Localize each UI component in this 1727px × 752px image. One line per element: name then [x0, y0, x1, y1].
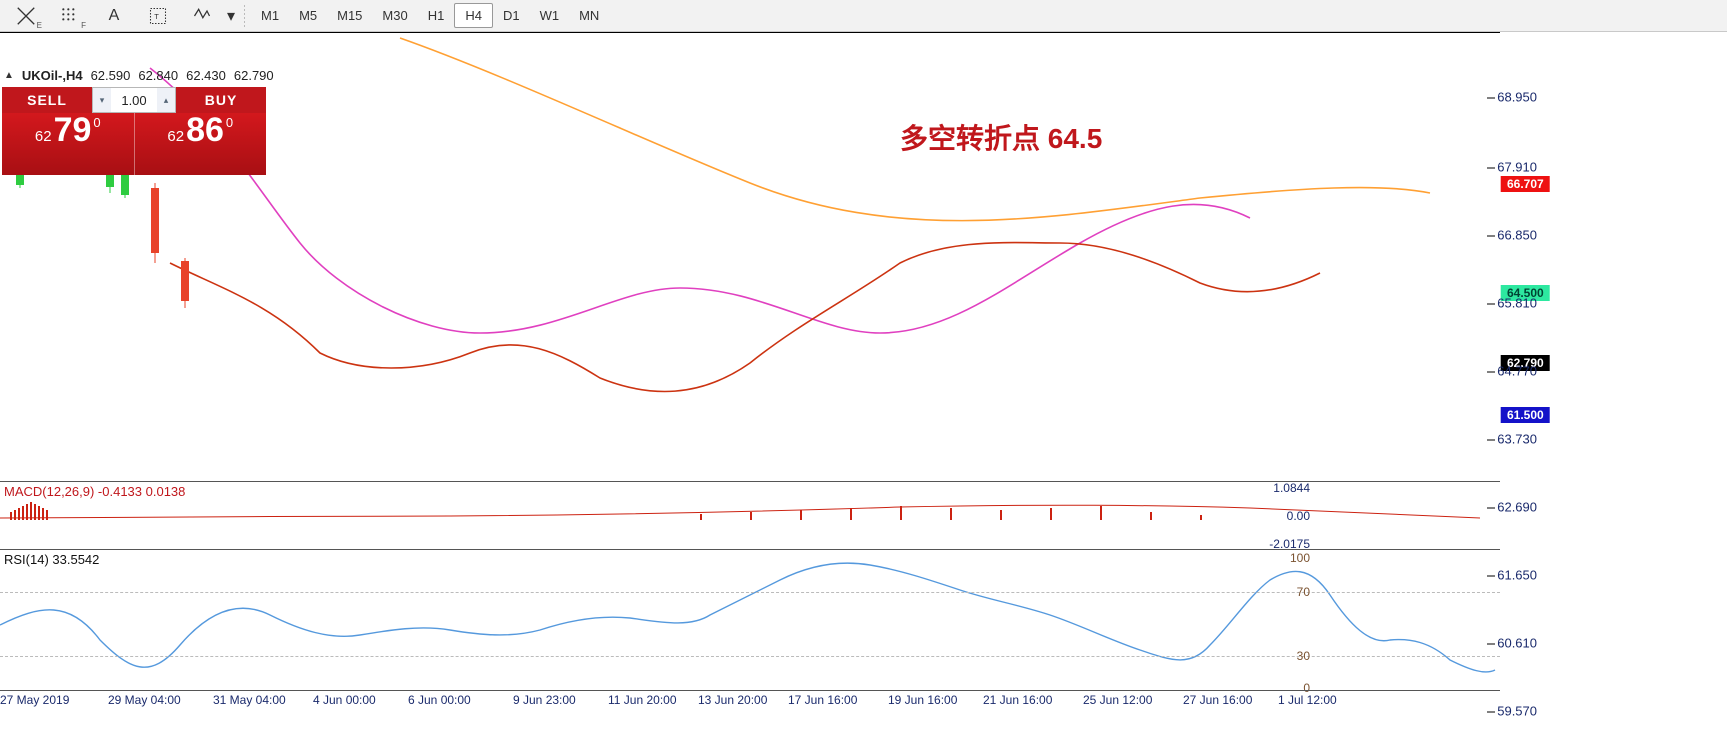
volume-decrease-icon[interactable]: ▾ — [93, 88, 111, 112]
timeframe-w1[interactable]: W1 — [530, 4, 570, 27]
ohlc-low: 62.430 — [186, 68, 226, 83]
timeframe-m1[interactable]: M1 — [251, 4, 289, 27]
timeframe-m5[interactable]: M5 — [289, 4, 327, 27]
chart-annotation-text: 多空转折点 64.5 — [900, 117, 1102, 157]
sell-price-display[interactable]: 62 79 0 — [2, 113, 135, 175]
chart-area: ▲ UKOil-,H4 62.590 62.840 62.430 62.790 … — [0, 32, 1727, 710]
rsi-title-label: RSI(14) 33.5542 — [4, 552, 99, 567]
trading-platform-window: E F A T ▾ M1 M5 M15 M30 H1 H4 D1 W1 MN — [0, 0, 1727, 710]
timeframe-h1[interactable]: H1 — [418, 4, 455, 27]
timeframe-m15[interactable]: M15 — [327, 4, 372, 27]
svg-text:T: T — [154, 12, 159, 21]
timeframe-d1[interactable]: D1 — [493, 4, 530, 27]
timeframe-mn[interactable]: MN — [569, 4, 609, 27]
buy-button[interactable]: BUY — [176, 87, 266, 113]
macd-axis: 1.0844 0.00 -2.0175 — [1273, 482, 1500, 550]
text-box-tool-icon[interactable]: T — [136, 1, 180, 31]
symbol-ohlc-header: ▲ UKOil-,H4 62.590 62.840 62.430 62.790 — [4, 68, 274, 83]
grid-tool-icon[interactable]: F — [48, 1, 92, 31]
indicators-tool-icon[interactable] — [180, 1, 224, 31]
buy-price-display[interactable]: 62 86 0 — [135, 113, 267, 175]
price-axis: 68.950 67.910 66.850 65.810 64.770 63.73… — [1500, 32, 1727, 482]
macd-title-label: MACD(12,26,9) -0.4133 0.0138 — [4, 484, 185, 499]
order-entry-panel: SELL ▾ 1.00 ▴ BUY 62 79 0 62 86 0 — [2, 87, 266, 175]
sell-button[interactable]: SELL — [2, 87, 92, 113]
ohlc-open: 62.590 — [91, 68, 131, 83]
macd-indicator-panel[interactable]: MACD(12,26,9) -0.4133 0.0138 — [0, 482, 1500, 550]
tools-dropdown-icon[interactable]: ▾ — [224, 1, 238, 31]
ohlc-close: 62.790 — [234, 68, 274, 83]
chart-toolbar: E F A T ▾ M1 M5 M15 M30 H1 H4 D1 W1 MN — [0, 0, 1727, 32]
date-axis[interactable]: 27 May 2019 29 May 04:00 31 May 04:00 4 … — [0, 690, 1500, 710]
rsi-axis: 100 70 30 0 — [1273, 550, 1500, 690]
volume-input-group: ▾ 1.00 ▴ — [92, 87, 176, 113]
timeframe-m30[interactable]: M30 — [372, 4, 417, 27]
timeframe-h4[interactable]: H4 — [454, 3, 493, 28]
rsi-indicator-panel[interactable]: RSI(14) 33.5542 100 70 30 0 — [0, 550, 1500, 690]
symbol-label: UKOil-,H4 — [22, 68, 83, 83]
crosshair-tool-icon[interactable]: E — [4, 1, 48, 31]
volume-input[interactable]: 1.00 — [111, 93, 157, 108]
ohlc-high: 62.840 — [138, 68, 178, 83]
text-a-tool-icon[interactable]: A — [92, 1, 136, 31]
volume-increase-icon[interactable]: ▴ — [157, 88, 175, 112]
